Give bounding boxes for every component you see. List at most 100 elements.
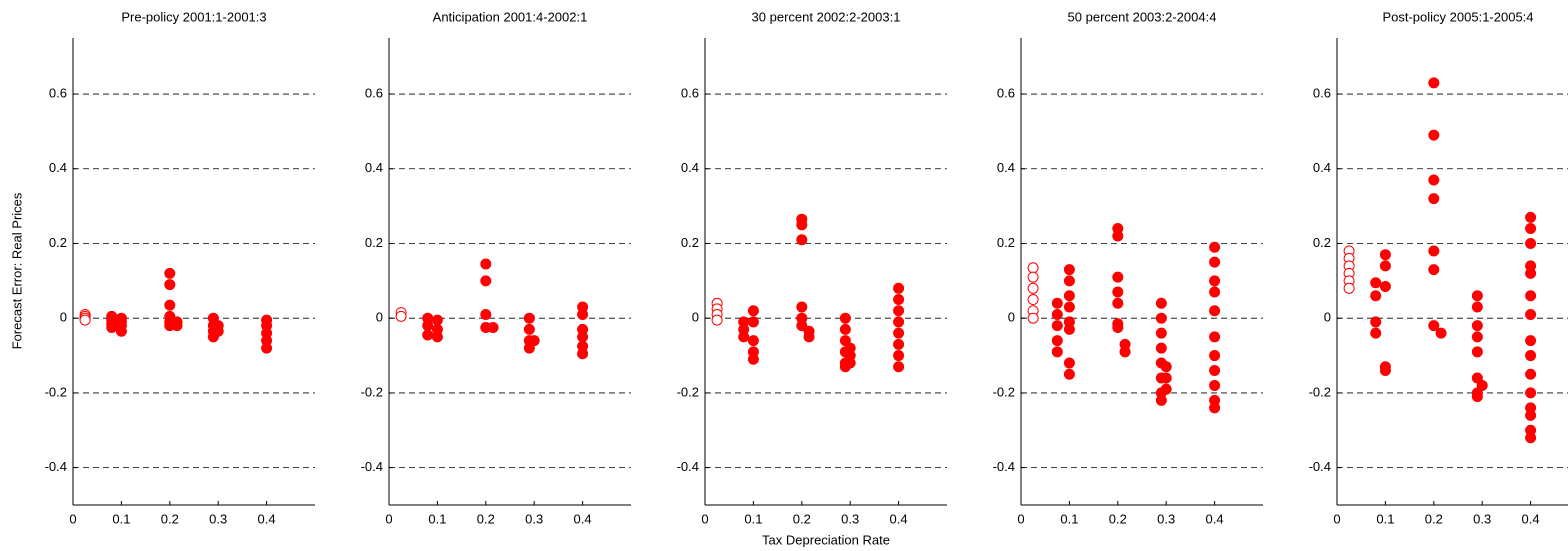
point (577, 308, 589, 320)
point (1209, 379, 1221, 391)
point (747, 305, 759, 317)
point (1370, 290, 1382, 302)
point (1209, 402, 1221, 414)
y-tick-label: -0.2 (361, 384, 383, 399)
point (1209, 365, 1221, 377)
y-tick-label: 0.2 (365, 235, 383, 250)
point (577, 331, 589, 343)
y-tick-label: 0.6 (1313, 85, 1331, 100)
point (1209, 286, 1221, 298)
point (844, 357, 856, 369)
point (528, 335, 540, 347)
point (212, 325, 224, 337)
x-tick-label: 0.4 (890, 511, 908, 526)
point (523, 323, 535, 335)
y-tick-label: 0.4 (997, 160, 1015, 175)
point (1063, 301, 1075, 313)
point (1525, 211, 1537, 223)
point (839, 323, 851, 335)
point (711, 314, 723, 326)
y-tick-label: 0.6 (49, 85, 67, 100)
point (1209, 331, 1221, 343)
x-tick-label: 0.1 (1376, 511, 1394, 526)
point (1051, 308, 1063, 320)
point (1051, 320, 1063, 332)
point (1379, 280, 1391, 292)
point (1063, 368, 1075, 380)
point (1051, 346, 1063, 358)
point (893, 305, 905, 317)
point (1471, 301, 1483, 313)
y-tick-label: 0.2 (1313, 235, 1331, 250)
point (1428, 245, 1440, 257)
y-tick-label: 0.4 (681, 160, 699, 175)
y-tick-label: 0 (60, 310, 67, 325)
point (1525, 290, 1537, 302)
point (1370, 327, 1382, 339)
point (1428, 264, 1440, 276)
point (431, 331, 443, 343)
point (480, 275, 492, 287)
point (1428, 320, 1440, 332)
point (106, 322, 118, 334)
point (1370, 316, 1382, 328)
point (1471, 346, 1483, 358)
x-tick-label: 0.2 (161, 511, 179, 526)
point (796, 219, 808, 231)
point (422, 320, 434, 332)
y-tick-label: -0.4 (1309, 459, 1331, 474)
y-tick-label: 0 (1324, 310, 1331, 325)
point (422, 329, 434, 341)
point (1209, 241, 1221, 253)
point (1370, 277, 1382, 289)
y-tick-label: -0.4 (993, 459, 1015, 474)
subplot-title: 30 percent 2002:2-2003:1 (752, 9, 901, 24)
y-tick-label: -0.2 (677, 384, 699, 399)
point (1119, 346, 1131, 358)
point (1525, 409, 1537, 421)
point (1525, 237, 1537, 249)
x-tick-label: 0.1 (1060, 511, 1078, 526)
point (1525, 368, 1537, 380)
point (1525, 223, 1537, 235)
point (1209, 350, 1221, 362)
point (1051, 335, 1063, 347)
y-tick-label: -0.4 (45, 459, 67, 474)
point (1051, 297, 1063, 309)
point (796, 234, 808, 246)
point (1525, 308, 1537, 320)
x-tick-label: 0.2 (793, 511, 811, 526)
point (171, 320, 183, 332)
point (1525, 432, 1537, 444)
point (487, 322, 499, 334)
x-tick-label: 0.2 (1109, 511, 1127, 526)
y-tick-label: 0.6 (997, 85, 1015, 100)
x-tick-label: 0 (701, 511, 708, 526)
point (1160, 361, 1172, 373)
point (79, 314, 91, 326)
point (1063, 264, 1075, 276)
point (1063, 357, 1075, 369)
point (1428, 174, 1440, 186)
y-tick-label: -0.2 (1309, 384, 1331, 399)
x-tick-label: 0 (1017, 511, 1024, 526)
y-tick-label: 0.6 (365, 85, 383, 100)
point (1471, 290, 1483, 302)
x-tick-label: 0.1 (112, 511, 130, 526)
point (1471, 331, 1483, 343)
point (1027, 271, 1039, 283)
point (115, 325, 127, 337)
point (1155, 312, 1167, 324)
point (1160, 383, 1172, 395)
y-tick-label: 0.4 (49, 160, 67, 175)
point (747, 353, 759, 365)
point (1155, 394, 1167, 406)
point (1471, 391, 1483, 403)
point (839, 312, 851, 324)
x-tick-label: 0 (1333, 511, 1340, 526)
point (1160, 372, 1172, 384)
point (1027, 262, 1039, 274)
point (1112, 271, 1124, 283)
x-tick-label: 0.4 (574, 511, 592, 526)
point (431, 314, 443, 326)
